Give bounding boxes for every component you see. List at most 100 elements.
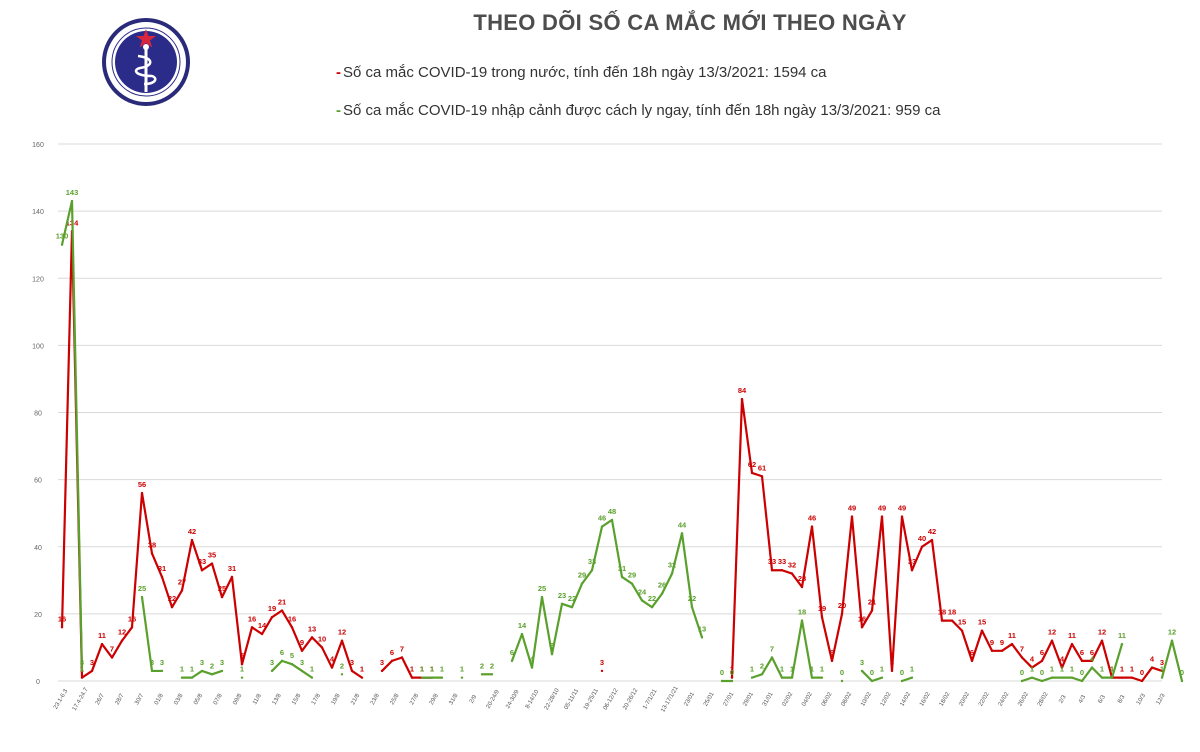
data-label: 3 (860, 658, 864, 667)
data-label: 10 (318, 634, 326, 643)
data-point (480, 673, 484, 676)
data-point (910, 569, 914, 572)
y-tick-label: 140 (32, 209, 44, 216)
data-label: 27 (178, 577, 186, 586)
data-label: 6 (390, 648, 394, 657)
data-point (230, 575, 234, 579)
data-label: 1 (190, 665, 194, 674)
data-point (780, 676, 784, 679)
data-label: 1 (780, 665, 784, 674)
data-label: 1 (1160, 665, 1164, 674)
data-point (1140, 679, 1144, 683)
data-point (300, 649, 304, 652)
data-label: 1 (180, 665, 184, 674)
data-point (1010, 642, 1014, 646)
data-point (460, 676, 464, 679)
data-label: 4 (530, 655, 535, 664)
data-point (1080, 659, 1084, 663)
data-point (870, 679, 874, 683)
data-label: 0 (1040, 668, 1044, 677)
data-label: 4 (1150, 655, 1155, 664)
data-point (250, 626, 254, 629)
series-line-domestic (730, 397, 1163, 683)
data-point (220, 669, 224, 673)
data-point (300, 669, 304, 673)
data-point (910, 676, 914, 679)
data-point (270, 616, 274, 619)
data-point (870, 609, 874, 612)
data-point (360, 676, 364, 679)
data-point (800, 619, 804, 622)
data-point (830, 659, 834, 663)
data-label: 16 (58, 614, 66, 623)
data-label: 19 (268, 604, 276, 613)
data-point (340, 673, 344, 676)
y-tick-label: 120 (32, 276, 44, 283)
data-label: 1 (1050, 665, 1054, 674)
data-point (840, 679, 844, 683)
data-label: 1 (440, 665, 444, 674)
data-label: 3 (890, 658, 894, 667)
data-label: 42 (928, 527, 936, 536)
data-point (1160, 676, 1164, 679)
x-tick-label: 04/02 (801, 691, 814, 708)
x-tick-label: 07/8 (213, 692, 224, 706)
x-tick-label: 2/9 (469, 694, 479, 705)
data-label: 1 (360, 665, 364, 674)
data-label: 9 (1000, 638, 1004, 647)
legend-marker-domestic: - (336, 64, 341, 81)
x-tick-label: 25/01 (703, 691, 716, 708)
data-label: 7 (1020, 645, 1024, 654)
data-label: 2 (480, 661, 484, 670)
legend-label-domestic: Số ca mắc COVID-19 trong nước, tính đến … (343, 64, 827, 81)
data-label: 18 (798, 608, 806, 617)
data-point (280, 609, 284, 612)
data-label: 22 (168, 594, 176, 603)
data-label: 8 (550, 641, 554, 650)
y-tick-label: 40 (34, 545, 42, 552)
data-point (320, 646, 324, 649)
ministry-logo (102, 14, 190, 110)
x-tick-label: 23.1-6.3 (53, 688, 70, 711)
data-label: 3 (150, 658, 154, 667)
data-label: 1 (1130, 665, 1134, 674)
data-label: 2 (210, 661, 214, 670)
data-point (880, 676, 884, 679)
data-label: 18 (948, 608, 956, 617)
data-label: 4 (1090, 655, 1095, 664)
data-label: 15 (958, 618, 966, 627)
data-label: 1 (910, 665, 914, 674)
data-label: 15 (978, 618, 986, 627)
data-point (770, 656, 774, 659)
data-label: 25 (218, 584, 226, 593)
x-tick-label: 4/3 (1078, 694, 1088, 705)
data-label: 1 (880, 665, 884, 674)
data-point (940, 619, 944, 622)
data-point (900, 515, 904, 518)
data-label: 46 (598, 514, 606, 523)
data-label: 1 (1060, 665, 1064, 674)
data-point (780, 569, 784, 572)
data-point (690, 605, 694, 609)
data-point (1130, 676, 1134, 679)
data-point (220, 595, 224, 599)
data-label: 3 (380, 658, 384, 667)
legend-item-domestic: - Số ca mắc COVID-19 trong nước, tính đến… (336, 64, 827, 81)
data-point (820, 616, 824, 619)
data-label: 1 (810, 665, 814, 674)
data-label: 0 (840, 668, 844, 677)
data-label: 1 (310, 665, 314, 674)
x-tick-label: 27/01 (723, 691, 736, 708)
ministry-emblem-icon (102, 18, 190, 106)
data-label: 1 (430, 665, 434, 674)
data-label: 16 (128, 614, 136, 623)
data-label: 3 (80, 658, 84, 667)
data-label: 35 (208, 551, 216, 560)
data-label: 24 (638, 587, 647, 596)
data-point (580, 582, 584, 585)
data-label: 0 (730, 668, 734, 677)
data-point (170, 605, 174, 609)
data-label: 3 (600, 658, 604, 667)
data-point (840, 612, 844, 616)
